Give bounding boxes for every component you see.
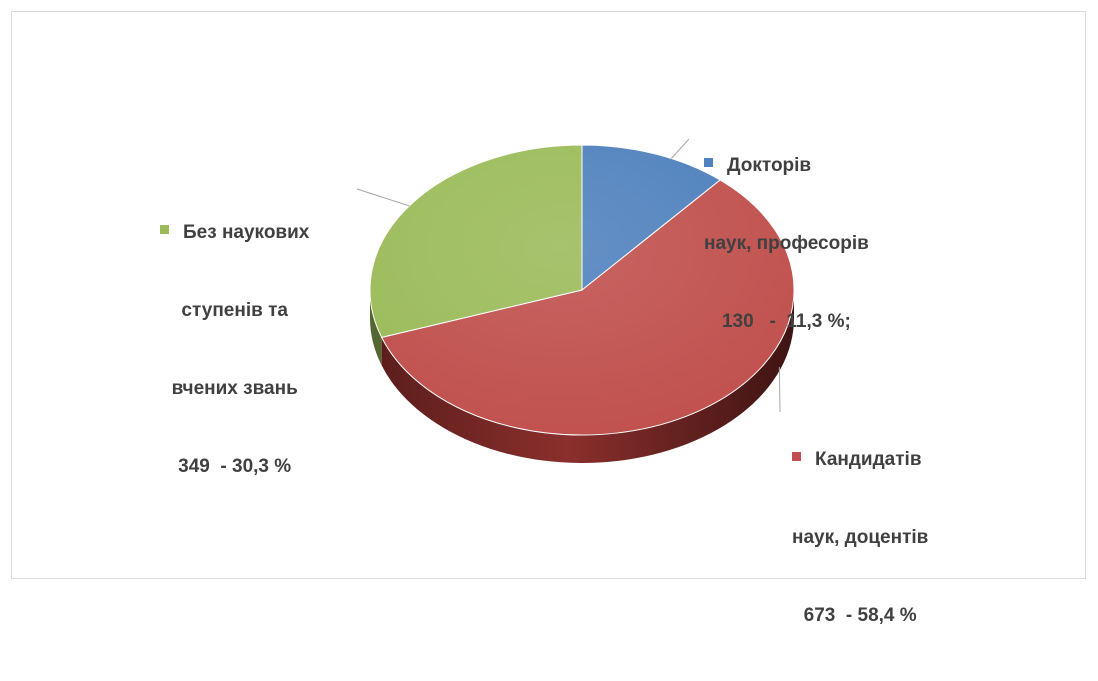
legend-swatch-no-degree: [160, 225, 169, 235]
legend-swatch-candidates: [792, 452, 801, 462]
slice-label-doctors-line-2: наук, професорів: [704, 233, 869, 254]
slice-label-candidates-line-1: Кандидатів: [815, 449, 922, 470]
slice-label-doctors-line-1: Докторів: [727, 155, 812, 176]
pie-slice-candidates-side: [381, 290, 794, 463]
slice-label-candidates-line-3: 673 - 58,4 %: [803, 605, 917, 626]
slice-label-no-degree: Без наукових ступенів та вчених звань 34…: [160, 168, 309, 532]
slice-label-no-degree-line-1: Без наукових: [183, 222, 310, 243]
pie-slice-no-degree-side: [370, 290, 382, 366]
pie-slice-candidates-leader-line: [778, 366, 781, 413]
slice-label-candidates-line-2: наук, доцентів: [792, 527, 929, 548]
slice-label-no-degree-line-3: вчених звань: [171, 378, 298, 399]
pie-highlight: [370, 145, 794, 435]
slice-label-doctors-line-3: 130 - 11,3 %;: [721, 311, 851, 332]
legend-swatch-doctors: [704, 158, 713, 168]
slice-label-doctors: Докторів наук, професорів 130 - 11,3 %;: [704, 101, 869, 387]
slice-label-candidates: Кандидатів наук, доцентів 673 - 58,4 %: [792, 395, 928, 681]
pie-slice-doctors-leader-line: [670, 138, 690, 159]
pie-chart: [356, 138, 795, 463]
chart-area: Докторів наук, професорів 130 - 11,3 %; …: [11, 11, 1086, 626]
slice-label-no-degree-line-2: ступенів та: [181, 300, 288, 321]
slice-label-no-degree-line-4: 349 - 30,3 %: [178, 456, 292, 477]
pie-slice-no-degree-leader-line: [356, 188, 410, 207]
